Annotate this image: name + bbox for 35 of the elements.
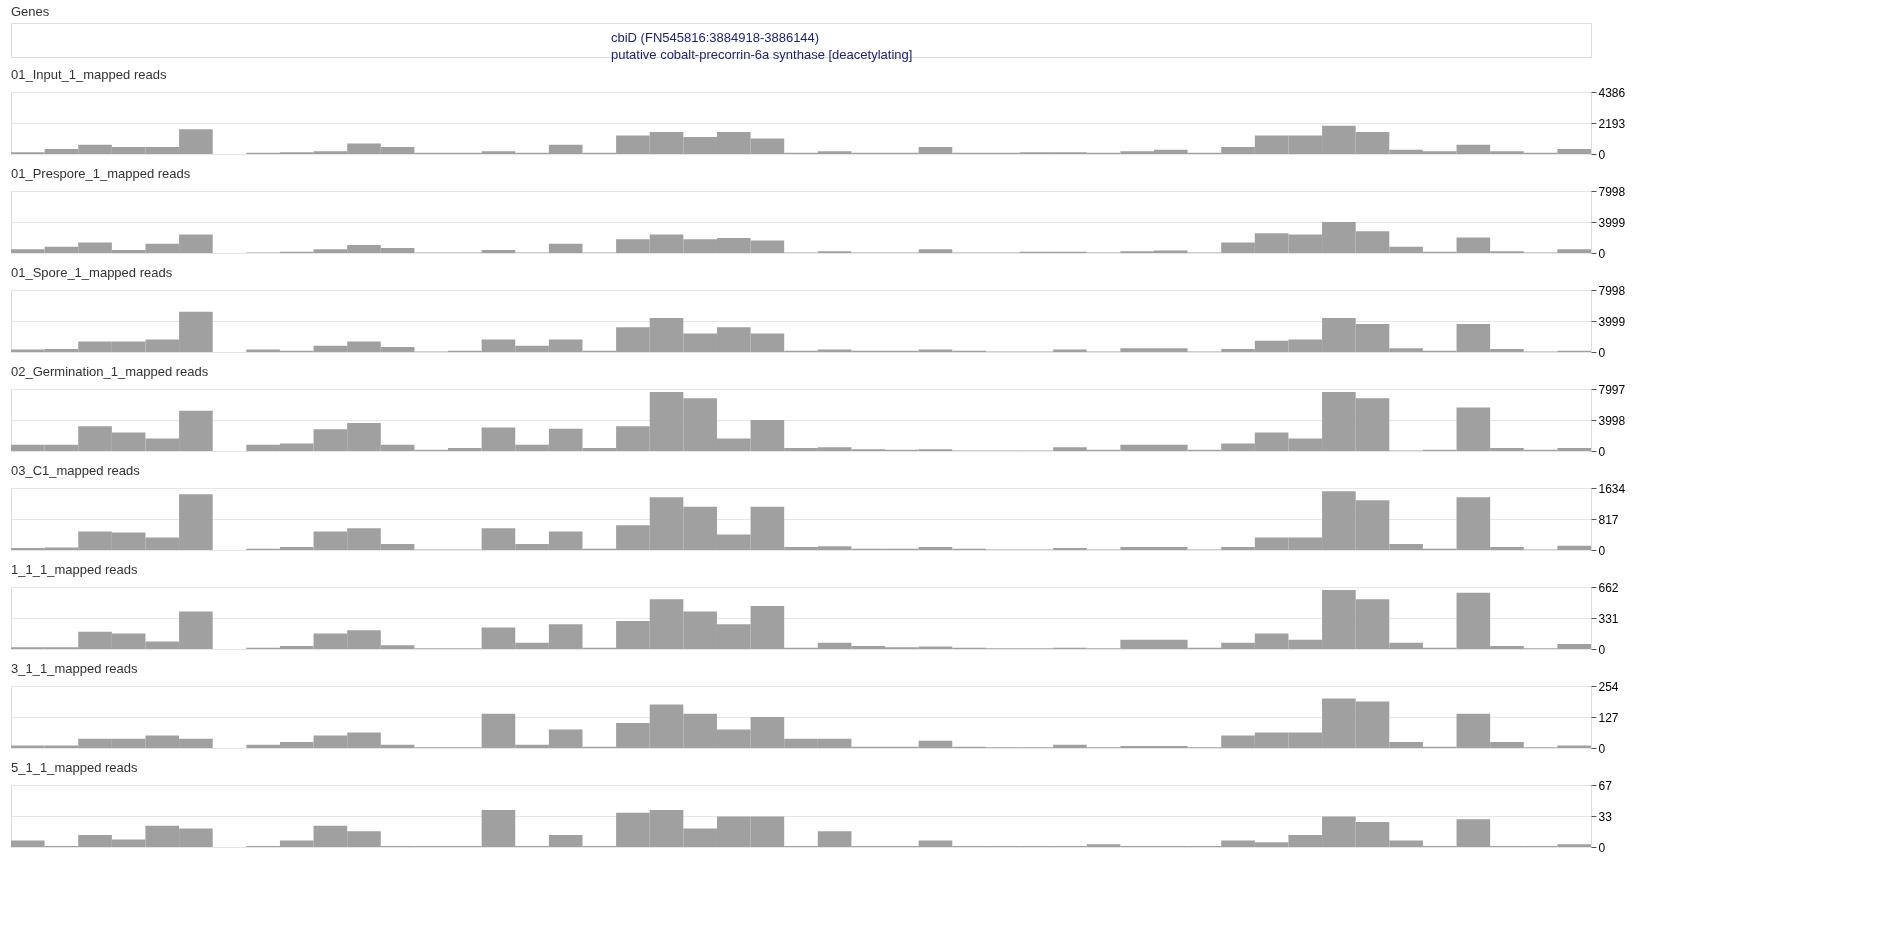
y-tick-label: 0: [1598, 642, 1606, 657]
y-tick-label: 0: [1598, 840, 1606, 855]
y-tick-label: 3999: [1598, 314, 1626, 329]
chart-title: 3_1_1_mapped reads: [11, 661, 138, 676]
y-tick-label: 0: [1598, 147, 1606, 162]
y-tick-label: 33: [1598, 809, 1613, 824]
text: cbiD (FN545816:3884918-3886144): [611, 29, 820, 45]
y-tick-label: 3999: [1598, 215, 1626, 230]
y-tick-label: 7998: [1598, 283, 1626, 298]
y-tick-label: 817: [1598, 512, 1619, 527]
chart-title: 01_Input_1_mapped reads: [11, 67, 167, 82]
y-tick-label: 254: [1598, 679, 1619, 694]
y-tick-label: 4386: [1598, 85, 1626, 100]
chart-title: 01_Prespore_1_mapped reads: [11, 166, 191, 181]
y-tick-label: 1634: [1598, 481, 1626, 496]
y-tick-label: 3998: [1598, 413, 1626, 428]
chart-title: 1_1_1_mapped reads: [11, 562, 138, 577]
text: putative cobalt-precorrin-6a synthase [deacetylating]: [611, 46, 913, 62]
chart-title: 02_Germination_1_mapped reads: [11, 364, 209, 379]
text: Genes: [11, 4, 50, 19]
chart-title: 01_Spore_1_mapped reads: [11, 265, 173, 280]
y-tick-label: 331: [1598, 611, 1619, 626]
y-tick-label: 7997: [1598, 382, 1626, 397]
y-tick-label: 662: [1598, 580, 1619, 595]
y-tick-label: 0: [1598, 741, 1606, 756]
y-tick-label: 127: [1598, 710, 1619, 725]
chart-title: 5_1_1_mapped reads: [11, 760, 138, 775]
y-tick-label: 2193: [1598, 116, 1626, 131]
y-tick-label: 0: [1598, 345, 1606, 360]
y-tick-label: 0: [1598, 444, 1606, 459]
y-tick-label: 7998: [1598, 184, 1626, 199]
y-tick-label: 67: [1598, 778, 1613, 793]
chart-title: 03_C1_mapped reads: [11, 463, 141, 478]
y-tick-label: 0: [1598, 246, 1606, 261]
y-tick-label: 0: [1598, 543, 1606, 558]
